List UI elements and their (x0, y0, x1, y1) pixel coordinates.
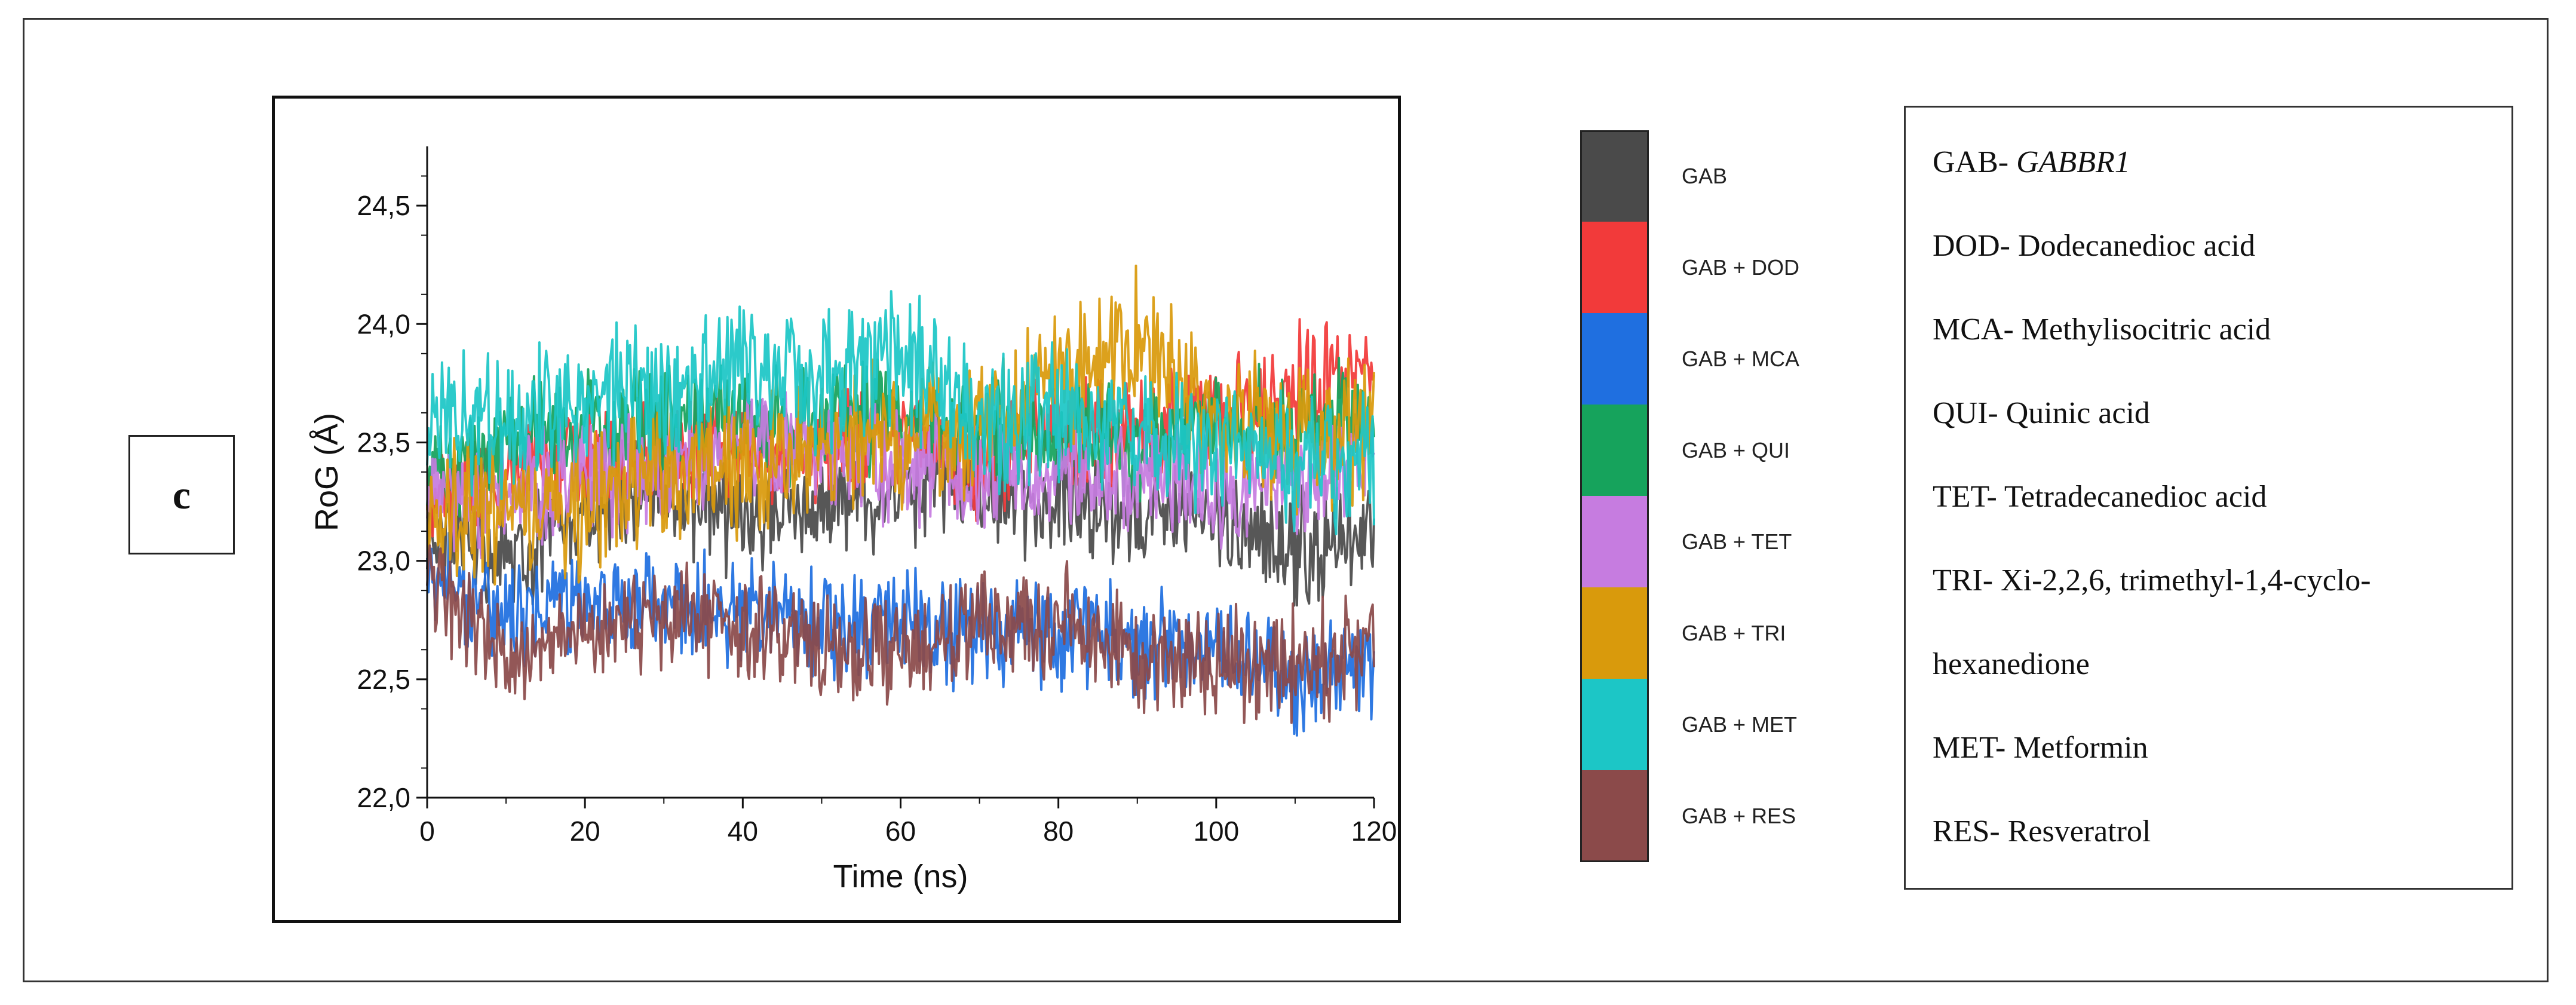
legend-label: GAB + RES (1682, 803, 1796, 828)
y-tick-label: 22,5 (357, 664, 410, 695)
legend-swatch (1580, 679, 1649, 770)
legend-swatch (1580, 587, 1649, 679)
x-tick-label: 100 (1193, 816, 1239, 847)
x-tick-label: 0 (419, 816, 435, 847)
key-item: TET- Tetradecanedioc acid (1933, 480, 2267, 514)
legend-swatch (1580, 496, 1649, 587)
key-item: hexanedione (1933, 647, 2090, 681)
legend-item: GAB (1580, 130, 1861, 222)
abbreviation-key: GAB- GABBR1 DOD- Dodecanedioc acid MCA- … (1904, 106, 2513, 890)
series-layer (426, 264, 1375, 737)
y-axis-title: RoG (Å) (309, 413, 345, 531)
y-tick-label: 23,0 (357, 546, 410, 577)
key-item: MCA- Methylisocitric acid (1933, 312, 2271, 347)
x-tick-label: 80 (1043, 816, 1074, 847)
figure-frame (23, 18, 2549, 982)
x-axis-title: Time (ns) (833, 859, 968, 894)
series-line-gab-mca (426, 532, 1375, 737)
legend-swatch (1580, 770, 1649, 862)
rog-line-chart: 0 20 40 60 80 100 12022,022,523,023,524,024,5 … (309, 146, 1397, 894)
key-item: DOD- Dodecanedioc acid (1933, 229, 2255, 263)
legend-label: GAB (1682, 163, 1728, 188)
legend-item: GAB + QUI (1580, 405, 1861, 496)
legend-item: GAB + TET (1580, 496, 1861, 587)
legend-item: GAB + MET (1580, 679, 1861, 770)
legend-label: GAB + TET (1682, 529, 1792, 554)
key-item: RES- Resveratrol (1933, 814, 2151, 848)
panel-label: c (128, 435, 235, 554)
legend-label: GAB + MET (1682, 712, 1798, 737)
y-tick-label: 24,0 (357, 308, 410, 339)
legend-swatch (1580, 222, 1649, 313)
legend-label: GAB + DOD (1682, 255, 1800, 280)
x-tick-label: 40 (728, 816, 758, 847)
key-item: TRI- Xi-2,2,6, trimethyl-1,4-cyclo- (1933, 563, 2371, 598)
legend-item: GAB + DOD (1580, 222, 1861, 313)
series-line-gab-res (426, 544, 1375, 724)
axes-layer: 0 20 40 60 80 100 120 22,0 22,5 23,0 23,5 24,0 24,5 (357, 146, 1397, 847)
key-item: MET- Metformin (1933, 731, 2148, 765)
legend-item: GAB + MCA (1580, 313, 1861, 405)
y-tick-label: 23,5 (357, 427, 410, 458)
legend-swatch (1580, 313, 1649, 405)
legend-label: GAB + QUI (1682, 437, 1790, 462)
y-tick-label: 22,0 (357, 782, 410, 813)
x-tick-label: 20 (570, 816, 600, 847)
legend-item: GAB + RES (1580, 770, 1861, 862)
legend-item: GAB + TRI (1580, 587, 1861, 679)
series-line-gab-met (426, 290, 1375, 535)
color-legend: GAB GAB + DOD GAB + MCA GAB + QUI GAB + … (1580, 130, 1861, 862)
key-item: GAB- GABBR1 (1933, 145, 2130, 179)
legend-label: GAB + TRI (1682, 620, 1786, 645)
legend-label: GAB + MCA (1682, 346, 1800, 371)
legend-swatch (1580, 405, 1649, 496)
x-tick-label: 60 (885, 816, 916, 847)
chart-area: 0 20 40 60 80 100 120 22,0 22,5 23,0 23,5 24,0 24,5 … (272, 96, 1401, 923)
key-item: QUI- Quinic acid (1933, 396, 2150, 430)
x-tick-label: 120 (1351, 816, 1397, 847)
y-tick-label: 24,5 (357, 190, 410, 221)
legend-swatch (1580, 130, 1649, 222)
